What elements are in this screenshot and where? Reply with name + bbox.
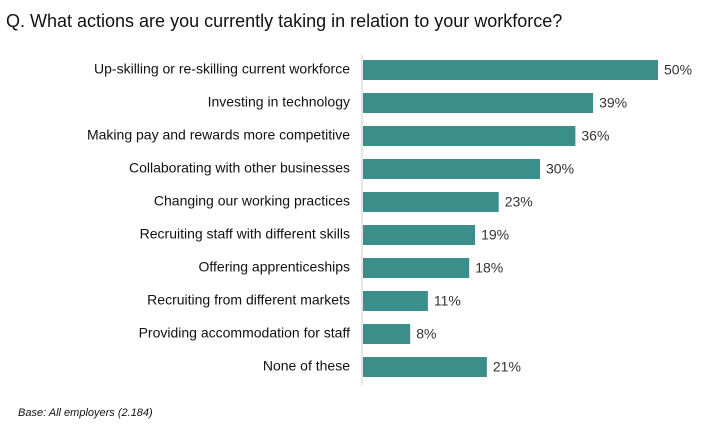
bar	[363, 291, 428, 311]
value-label: 39%	[599, 95, 627, 111]
category-label: Up-skilling or re-skilling current workf…	[94, 61, 350, 77]
value-label: 21%	[493, 359, 521, 375]
category-label: None of these	[263, 358, 350, 374]
value-label: 18%	[475, 260, 503, 276]
category-label: Investing in technology	[208, 94, 350, 110]
category-label: Making pay and rewards more competitive	[87, 127, 350, 143]
bar	[363, 258, 470, 278]
value-label: 30%	[546, 161, 574, 177]
bar	[363, 357, 487, 377]
category-label: Changing our working practices	[154, 193, 350, 209]
value-label: 50%	[664, 62, 692, 78]
category-label: Recruiting staff with different skills	[140, 226, 350, 242]
value-label: 8%	[416, 326, 436, 342]
value-label: 11%	[434, 293, 461, 309]
chart-title: Q. What actions are you currently taking…	[6, 11, 562, 31]
category-label: Offering apprenticeships	[199, 259, 351, 275]
bar	[363, 93, 594, 113]
value-label: 19%	[481, 227, 509, 243]
bar	[363, 225, 476, 245]
bar	[363, 324, 411, 344]
category-label: Collaborating with other businesses	[129, 160, 350, 176]
category-label: Providing accommodation for staff	[139, 325, 351, 341]
bar	[363, 126, 576, 146]
value-label: 23%	[505, 194, 533, 210]
footnote: Base: All employers (2.184)	[18, 407, 153, 419]
value-label: 36%	[581, 128, 609, 144]
bar	[363, 192, 499, 212]
bar	[363, 60, 658, 80]
bar	[363, 159, 540, 179]
category-label: Recruiting from different markets	[147, 292, 350, 308]
